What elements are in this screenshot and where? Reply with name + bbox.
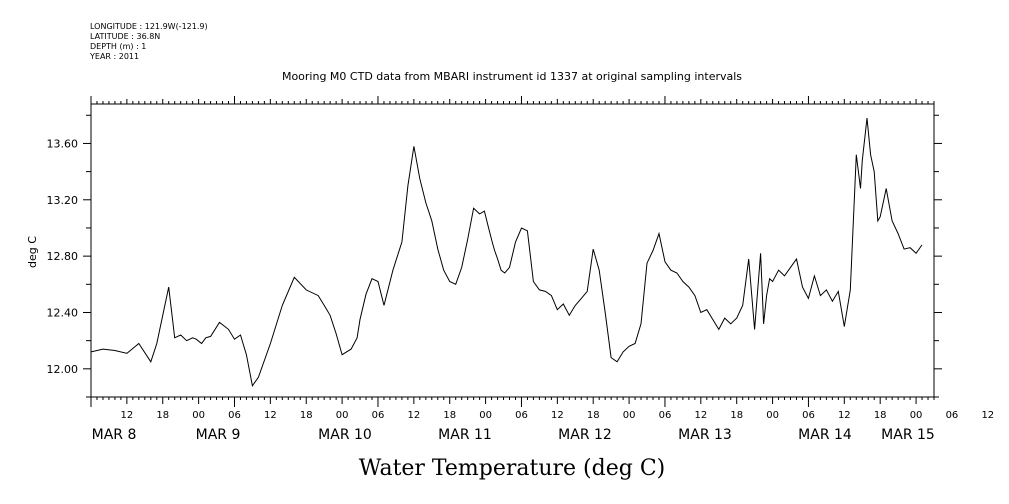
y-axis: 12.00 12.40 12.80 13.20 13.60: [47, 114, 942, 398]
x-hour-label: 12: [981, 410, 994, 421]
x-hour-label: 12: [407, 410, 420, 421]
depth-text: DEPTH (m) : 1: [90, 42, 147, 51]
x-hour-label: 06: [515, 410, 528, 421]
x-day-label: MAR 12: [558, 427, 612, 443]
y-axis-label: deg C: [26, 236, 39, 268]
x-hour-label: 00: [910, 410, 923, 421]
x-hour-label: 06: [228, 410, 241, 421]
x-day-label: MAR 13: [678, 427, 732, 443]
x-hour-label: 00: [336, 410, 349, 421]
x-hour-label: 18: [874, 410, 887, 421]
y-tick-label: 12.40: [47, 306, 79, 319]
x-hour-label: 18: [587, 410, 600, 421]
x-hour-label: 00: [192, 410, 205, 421]
x-axis: 12 18 00 06 12 18 00 06 12 18 00 06 12 18 00 06 12 18 00 06…: [90, 96, 994, 443]
x-hour-label: 18: [300, 410, 313, 421]
longitude-text: LONGITUDE : 121.9W(-121.9): [90, 22, 208, 31]
x-hour-label: 12: [264, 410, 277, 421]
x-hour-label: 18: [156, 410, 169, 421]
x-day-label: MAR 9: [196, 427, 241, 443]
x-hour-label: 06: [372, 410, 385, 421]
chart-title: Mooring M0 CTD data from MBARI instrumen…: [282, 70, 742, 83]
x-day-label: MAR 14: [798, 427, 852, 443]
x-hour-label: 00: [623, 410, 636, 421]
x-hour-label: 06: [802, 410, 815, 421]
y-tick-label: 13.60: [47, 137, 79, 150]
x-hour-label: 12: [694, 410, 707, 421]
x-hour-label: 18: [443, 410, 456, 421]
x-day-label: MAR 10: [318, 427, 372, 443]
latitude-text: LATITUDE : 36.8N: [90, 32, 161, 41]
x-hour-label: 18: [730, 410, 743, 421]
metadata-block: LONGITUDE : 121.9W(-121.9) LATITUDE : 36…: [90, 22, 208, 62]
x-hour-label: 12: [121, 410, 134, 421]
x-hour-label: 12: [551, 410, 564, 421]
y-tick-label: 12.00: [47, 363, 79, 376]
y-tick-label: 12.80: [47, 250, 79, 263]
x-day-label: MAR 15: [881, 427, 935, 443]
x-hour-label: 00: [766, 410, 779, 421]
x-hour-label: 06: [659, 410, 672, 421]
year-text: YEAR : 2011: [90, 52, 140, 61]
x-hour-label: 00: [479, 410, 492, 421]
x-axis-title: Water Temperature (deg C): [359, 456, 666, 481]
x-day-label: MAR 8: [92, 427, 137, 443]
x-hour-label: 06: [946, 410, 959, 421]
x-hour-label: 12: [838, 410, 851, 421]
plot-frame: [90, 103, 935, 398]
y-tick-label: 13.20: [47, 194, 79, 207]
x-day-label: MAR 11: [438, 427, 492, 443]
temperature-series-line: [90, 118, 923, 387]
